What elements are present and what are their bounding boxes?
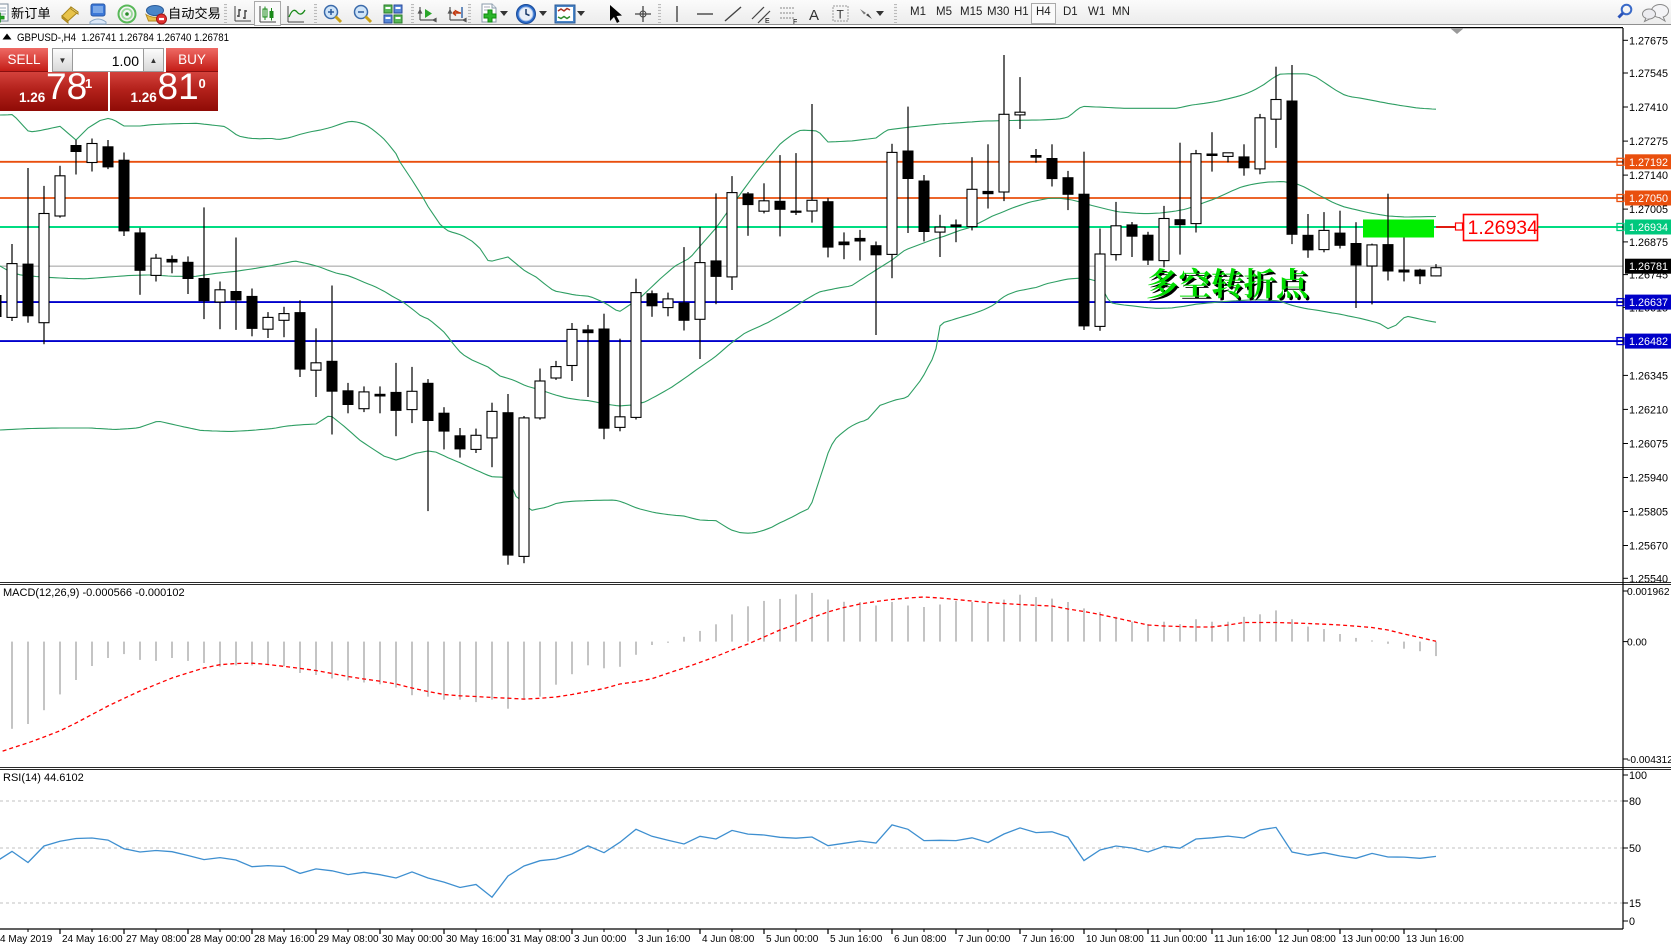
- svg-text:5 Jun 16:00: 5 Jun 16:00: [830, 934, 883, 945]
- svg-text:12 Jun 08:00: 12 Jun 08:00: [1278, 934, 1336, 945]
- svg-text:1.27545: 1.27545: [1629, 68, 1668, 80]
- svg-text:11 Jun 00:00: 11 Jun 00:00: [1150, 934, 1208, 945]
- svg-text:13 Jun 16:00: 13 Jun 16:00: [1406, 934, 1464, 945]
- svg-text:1.25940: 1.25940: [1629, 473, 1668, 485]
- svg-text:7 Jun 00:00: 7 Jun 00:00: [958, 934, 1011, 945]
- svg-text:1.27140: 1.27140: [1629, 170, 1668, 182]
- svg-text:1.27410: 1.27410: [1629, 102, 1668, 114]
- svg-text:3 Jun 00:00: 3 Jun 00:00: [574, 934, 627, 945]
- svg-text:5 Jun 00:00: 5 Jun 00:00: [766, 934, 819, 945]
- svg-text:1.25540: 1.25540: [1629, 573, 1668, 585]
- svg-text:6 Jun 08:00: 6 Jun 08:00: [894, 934, 947, 945]
- svg-text:27 May 08:00: 27 May 08:00: [126, 934, 187, 945]
- svg-text:F: F: [793, 19, 797, 25]
- svg-text:80: 80: [1629, 796, 1641, 808]
- svg-text:30 May 16:00: 30 May 16:00: [446, 934, 507, 945]
- svg-text:GBPUSD-,H4 1.26741 1.26784 1.: GBPUSD-,H4 1.26741 1.26784 1.26740 1.267…: [17, 32, 229, 44]
- svg-text:30 May 00:00: 30 May 00:00: [382, 934, 443, 945]
- svg-text:1.27050: 1.27050: [1629, 193, 1668, 205]
- svg-text:1.27675: 1.27675: [1629, 35, 1668, 47]
- svg-text:100: 100: [1629, 770, 1647, 782]
- svg-text:15: 15: [1629, 898, 1641, 910]
- svg-text:1.26637: 1.26637: [1629, 297, 1668, 309]
- svg-text:RSI(14) 44.6102: RSI(14) 44.6102: [3, 772, 84, 784]
- svg-text:24 May 2019: 24 May 2019: [0, 934, 53, 945]
- svg-text:28 May 16:00: 28 May 16:00: [254, 934, 315, 945]
- svg-text:7 Jun 16:00: 7 Jun 16:00: [1022, 934, 1075, 945]
- svg-text:0: 0: [1629, 916, 1635, 928]
- svg-text:4 Jun 08:00: 4 Jun 08:00: [702, 934, 755, 945]
- svg-text:24 May 16:00: 24 May 16:00: [62, 934, 123, 945]
- svg-text:1.26934: 1.26934: [1468, 217, 1539, 239]
- svg-text:3 Jun 16:00: 3 Jun 16:00: [638, 934, 691, 945]
- svg-text:1.26482: 1.26482: [1629, 336, 1668, 348]
- svg-text:1.25670: 1.25670: [1629, 541, 1668, 553]
- svg-text:T: T: [837, 8, 845, 22]
- svg-text:31 May 08:00: 31 May 08:00: [510, 934, 571, 945]
- svg-text:1.26345: 1.26345: [1629, 370, 1668, 382]
- svg-text:1.27192: 1.27192: [1629, 157, 1668, 169]
- svg-text:1.26210: 1.26210: [1629, 404, 1668, 416]
- svg-text:1.26075: 1.26075: [1629, 439, 1668, 451]
- svg-text:0.00: 0.00: [1627, 638, 1647, 649]
- svg-text:10 Jun 08:00: 10 Jun 08:00: [1086, 934, 1144, 945]
- svg-text:0.001962: 0.001962: [1627, 587, 1670, 598]
- svg-text:1.27005: 1.27005: [1629, 204, 1668, 216]
- svg-text:A: A: [809, 7, 819, 24]
- svg-text:1.27275: 1.27275: [1629, 136, 1668, 148]
- svg-text:28 May 00:00: 28 May 00:00: [190, 934, 251, 945]
- svg-text:50: 50: [1629, 843, 1641, 855]
- svg-text:-0.004312: -0.004312: [1627, 755, 1671, 766]
- svg-text:13 Jun 00:00: 13 Jun 00:00: [1342, 934, 1400, 945]
- svg-text:1.26934: 1.26934: [1629, 222, 1668, 234]
- svg-text:11 Jun 16:00: 11 Jun 16:00: [1214, 934, 1272, 945]
- svg-text:29 May 08:00: 29 May 08:00: [318, 934, 379, 945]
- svg-text:1.25805: 1.25805: [1629, 507, 1668, 519]
- svg-text:MACD(12,26,9) -0.000566 -0.000: MACD(12,26,9) -0.000566 -0.000102: [3, 587, 185, 599]
- svg-text:1.26875: 1.26875: [1629, 237, 1668, 249]
- svg-text:1.26781: 1.26781: [1629, 261, 1668, 273]
- svg-text:E: E: [765, 18, 770, 25]
